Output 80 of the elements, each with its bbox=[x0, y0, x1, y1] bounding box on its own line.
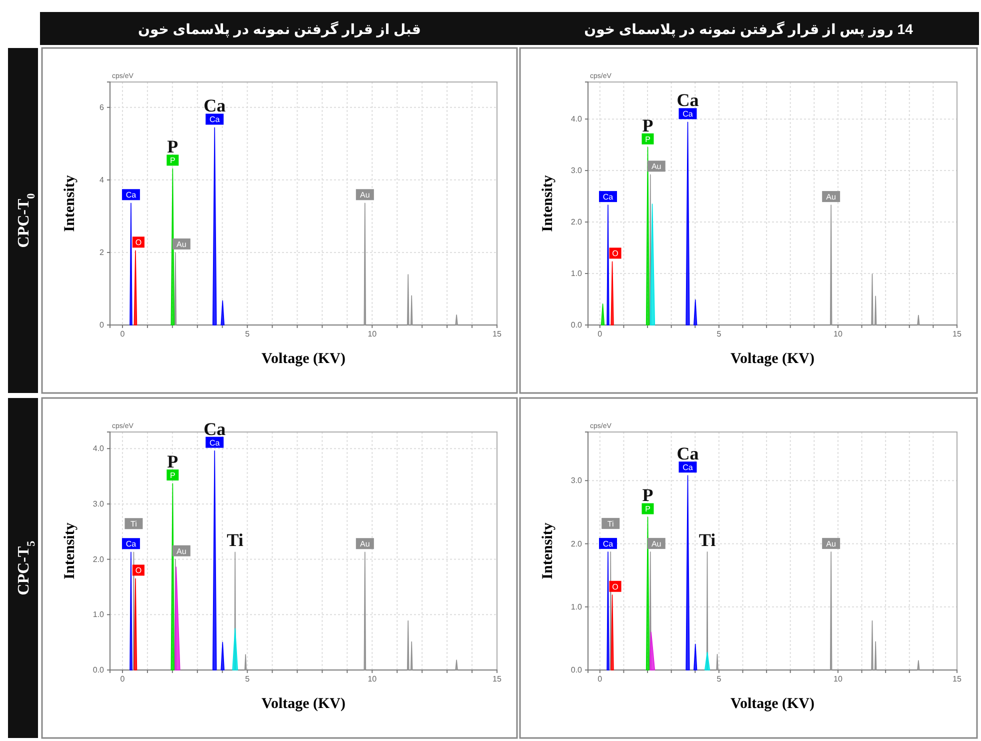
y-tick-label: 0.0 bbox=[570, 666, 583, 675]
y-tick-label: 3.0 bbox=[570, 166, 583, 176]
series-label: Ca bbox=[682, 110, 694, 119]
x-tick-label: 0 bbox=[598, 330, 603, 339]
annotation: Ca bbox=[204, 96, 226, 116]
series-label: P bbox=[170, 156, 176, 166]
annotation: Ti bbox=[698, 530, 716, 550]
series-label: Au bbox=[176, 240, 186, 249]
series-label: Au bbox=[826, 539, 836, 548]
y-tick-label: 1.0 bbox=[92, 610, 105, 620]
text: Ti bbox=[130, 520, 138, 529]
x-tick-label: 0 bbox=[598, 674, 603, 684]
series-label: P bbox=[170, 470, 176, 480]
chart-title: قبل از قرار گرفتن نمونه در پلاسمای خون bbox=[138, 21, 421, 38]
x-tick-label: 15 bbox=[492, 330, 502, 339]
series-label: O bbox=[135, 238, 142, 248]
series-label: O bbox=[612, 582, 618, 592]
series-label: Ca bbox=[210, 115, 220, 124]
series-label: Ca bbox=[126, 190, 137, 200]
x-tick-label: 5 bbox=[716, 674, 722, 684]
y-tick-label: 1.0 bbox=[570, 269, 583, 278]
annotation: P bbox=[642, 115, 654, 136]
y-tick-label: 2.0 bbox=[92, 554, 105, 564]
x-tick-label: 5 bbox=[245, 674, 250, 684]
annotation: P bbox=[167, 136, 178, 157]
annotation: P bbox=[167, 451, 178, 472]
series-label: Au bbox=[360, 190, 370, 200]
y-axis-title: Intensity bbox=[62, 174, 78, 232]
y-tick-label: 4.0 bbox=[570, 114, 583, 124]
y-axis-title: Intensity bbox=[62, 522, 78, 580]
x-tick-label: 10 bbox=[368, 674, 378, 684]
y-tick-label: 4.0 bbox=[92, 444, 105, 454]
annotation: Ca bbox=[676, 90, 699, 110]
text: Ti bbox=[607, 519, 614, 528]
x-tick-label: 0 bbox=[120, 330, 126, 339]
y-tick-label: 0 bbox=[100, 320, 105, 330]
series-label: O bbox=[135, 566, 142, 576]
x-tick-label: 10 bbox=[834, 330, 843, 339]
annotation: Ca bbox=[676, 444, 699, 464]
y-tick-label: 6 bbox=[100, 102, 105, 112]
series-label: Au bbox=[360, 540, 370, 549]
x-axis-title: Voltage (KV) bbox=[730, 696, 815, 712]
y-tick-label: 3.0 bbox=[92, 500, 105, 509]
x-axis-title: Voltage (KV) bbox=[730, 351, 815, 367]
chart-title: 14 روز پس از قرار گرفتن نمونه در پلاسمای خون bbox=[584, 21, 914, 38]
series-label: Au bbox=[176, 546, 186, 556]
y-axis-title: Intensity bbox=[540, 522, 556, 580]
x-axis-title: Voltage (KV) bbox=[261, 351, 346, 367]
x-tick-label: 10 bbox=[368, 330, 378, 339]
y-tick-label: 4 bbox=[100, 175, 105, 184]
y-tick-label: 3.0 bbox=[570, 476, 583, 486]
y-tick-label: 2 bbox=[100, 248, 105, 258]
series-label: Ca bbox=[210, 438, 220, 448]
series-label: Au bbox=[651, 162, 662, 172]
series-label: Ca bbox=[682, 463, 694, 472]
series-label: P bbox=[645, 504, 650, 514]
x-tick-label: 5 bbox=[716, 330, 722, 339]
series-label: Ca bbox=[602, 192, 614, 202]
series-label: Ca bbox=[126, 540, 137, 549]
series-label: Au bbox=[826, 192, 836, 202]
series-label: Au bbox=[651, 539, 662, 548]
annotation: Ca bbox=[204, 418, 226, 439]
x-tick-label: 15 bbox=[952, 674, 962, 684]
y-axis-title: Intensity bbox=[540, 174, 556, 232]
y-tick-label: 2.0 bbox=[570, 218, 583, 227]
annotation: P bbox=[642, 485, 654, 506]
annotation: Ti bbox=[226, 530, 244, 550]
x-tick-label: 15 bbox=[492, 674, 502, 684]
series-label: Ca bbox=[602, 539, 614, 548]
x-tick-label: 10 bbox=[834, 674, 843, 684]
series-label: O bbox=[612, 249, 618, 258]
x-axis-title: Voltage (KV) bbox=[261, 696, 346, 712]
y-tick-label: 0.0 bbox=[570, 320, 583, 330]
x-tick-label: 15 bbox=[952, 330, 962, 339]
y-tick-label: 0.0 bbox=[92, 666, 105, 675]
x-tick-label: 0 bbox=[120, 674, 126, 684]
x-tick-label: 5 bbox=[245, 330, 250, 339]
series-label: P bbox=[645, 134, 650, 144]
y-tick-label: 1.0 bbox=[570, 602, 583, 612]
y-tick-label: 2.0 bbox=[570, 539, 583, 548]
